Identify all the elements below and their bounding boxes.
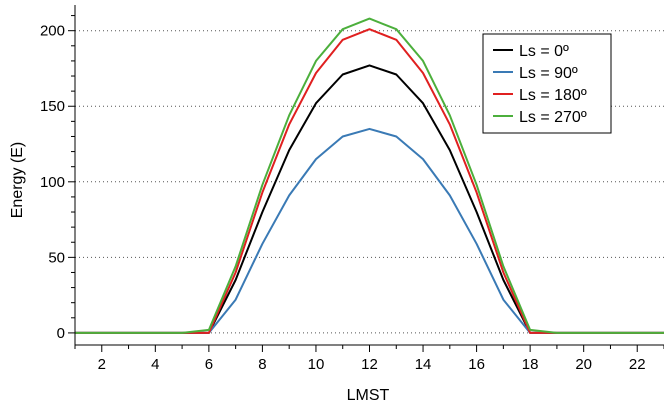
legend-label-2: Ls = 180º [519, 87, 587, 104]
x-tick-label: 18 [522, 356, 539, 373]
legend-label-3: Ls = 270º [519, 109, 587, 126]
y-tick-label: 150 [40, 98, 65, 115]
series-lines [75, 17, 664, 334]
x-tick-label: 12 [361, 356, 378, 373]
x-tick-label: 20 [575, 356, 592, 373]
y-tick-label: 50 [48, 249, 65, 266]
legend: Ls = 0º Ls = 90º Ls = 180º Ls = 270º [482, 33, 612, 134]
x-tick-label: 10 [308, 356, 325, 373]
y-axis-label: Energy (E) [9, 142, 26, 218]
y-tick-label: 100 [40, 174, 65, 191]
series-line-3 [75, 17, 664, 334]
x-tick-label: 14 [415, 356, 432, 373]
x-tick-label: 8 [258, 356, 266, 373]
legend-label-0: Ls = 0º [519, 43, 569, 60]
y-axis-ticks: 0 50 100 150 200 [40, 15, 75, 342]
y-tick-label: 0 [57, 325, 65, 342]
x-tick-label: 4 [151, 356, 159, 373]
x-axis-label: LMST [347, 387, 390, 404]
x-tick-label: 2 [98, 356, 106, 373]
x-axis-ticks: 2 4 6 8 10 12 14 16 18 20 22 [74, 345, 664, 373]
x-tick-label: 16 [468, 356, 485, 373]
series-line-1 [75, 127, 664, 334]
x-tick-label: 6 [205, 356, 213, 373]
legend-label-1: Ls = 90º [519, 65, 578, 82]
x-tick-label: 22 [629, 356, 646, 373]
y-tick-label: 200 [40, 23, 65, 40]
